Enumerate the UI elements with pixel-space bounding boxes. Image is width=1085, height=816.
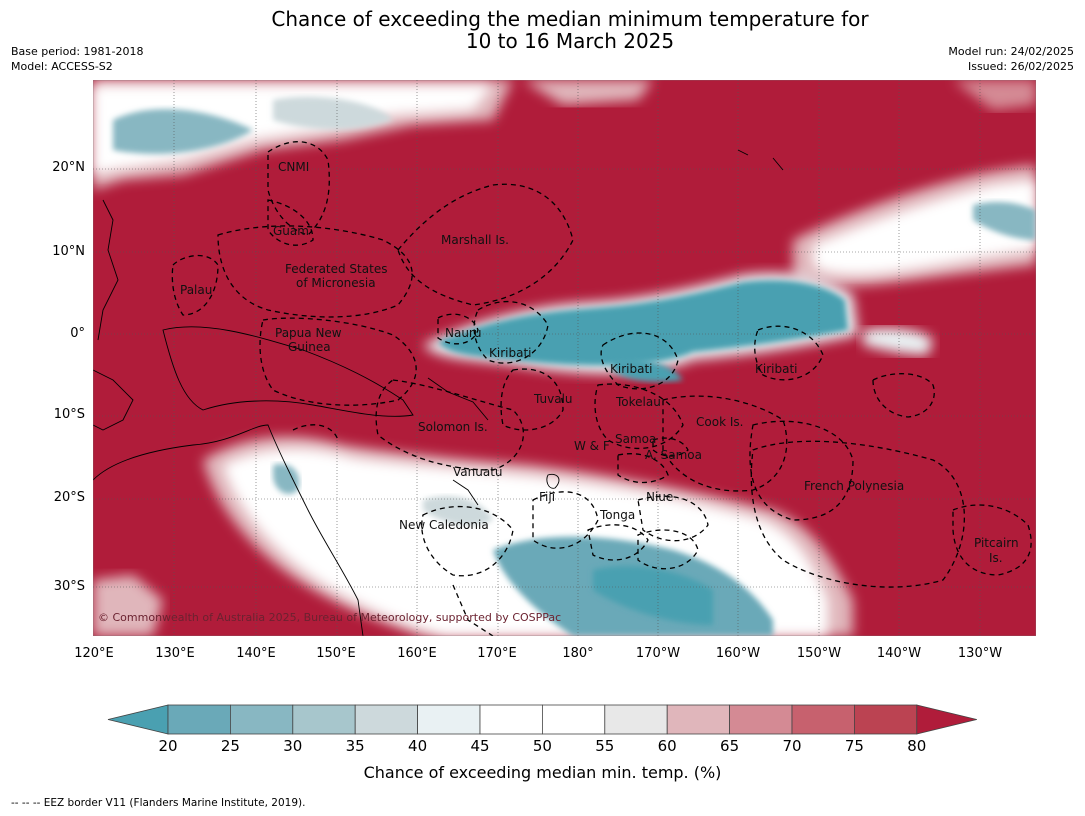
lat-label-10s: 10°S [53, 407, 85, 422]
lon-label-160w: 160°W [715, 646, 761, 661]
colorbar-tick-label: 35 [345, 737, 365, 755]
colorbar-cell [292, 704, 356, 735]
eez-footnote: -- -- -- EEZ border V11 (Flanders Marine… [11, 797, 306, 809]
colorbar-tick-label: 60 [657, 737, 677, 755]
colorbar-cell [729, 704, 793, 735]
colorbar-cell [230, 704, 294, 735]
colorbar-tick-label: 50 [532, 737, 552, 755]
lat-label-10n: 10°N [52, 244, 85, 259]
southern-cool-region [93, 436, 853, 636]
label-marshall-is: Marshall Is. [441, 233, 509, 247]
label-kiribati-east: Kiribati [755, 362, 797, 376]
graticule [93, 80, 1036, 636]
colorbar-cell [666, 704, 731, 735]
eez-borders [171, 141, 1032, 636]
label-fiji: Fiji [539, 490, 555, 504]
probability-map: CNMI Guam Marshall Is. Palau Federated S… [93, 80, 1036, 636]
colorbar-tick-label: 25 [220, 737, 240, 755]
lat-label-20n: 20°N [52, 160, 85, 175]
colorbar-cell [417, 704, 481, 735]
lon-label-150e: 150°E [316, 646, 356, 661]
colorbar-cells [107, 704, 977, 735]
label-american-samoa: A. Samoa [645, 448, 702, 462]
colorbar-tick-label: 20 [158, 737, 178, 755]
colorbar [107, 704, 977, 735]
copyright-notice: © Commonwealth of Australia 2025, Bureau… [98, 611, 561, 624]
label-nauru: Nauru [445, 326, 481, 340]
label-vanuatu: Vanuatu [453, 465, 503, 479]
label-wallis-futuna: W & F [574, 439, 610, 453]
label-french-polynesia: French Polynesia [804, 479, 904, 493]
lat-label-30s: 30°S [53, 579, 85, 594]
model-run: Model run: 24/02/2025 [948, 45, 1074, 58]
label-tokelau: Tokelau [615, 395, 661, 409]
label-png-line2: Guinea [288, 340, 331, 354]
meta-right: Model run: 24/02/2025 Issued: 26/02/2025 [948, 44, 1074, 74]
lon-label-170w: 170°W [635, 646, 681, 661]
colorbar-tick-label: 45 [470, 737, 490, 755]
label-cnmi: CNMI [278, 160, 309, 174]
colorbar-tick-label: 80 [907, 737, 927, 755]
label-pitcairn-line2: Is. [989, 551, 1003, 565]
chart-title: Chance of exceeding the median minimum t… [0, 8, 1085, 52]
label-kiribati-west: Kiribati [489, 346, 531, 360]
colorbar-cell [791, 704, 855, 735]
colorbar-cell [854, 704, 918, 735]
label-tonga: Tonga [599, 508, 635, 522]
label-fsm-line1: Federated States [285, 262, 387, 276]
colorbar-tick-label: 30 [283, 737, 303, 755]
base-period: Base period: 1981-2018 [11, 45, 144, 58]
lon-label-140e: 140°E [236, 646, 276, 661]
lon-label-120e: 120°E [74, 646, 114, 661]
colorbar-tick-label: 55 [595, 737, 615, 755]
colorbar-title: Chance of exceeding median min. temp. (%… [363, 763, 722, 782]
colorbar-cell [604, 704, 668, 735]
label-pitcairn-line1: Pitcairn [974, 536, 1019, 550]
label-samoa: Samoa [615, 432, 656, 446]
label-tuvalu: Tuvalu [533, 392, 573, 406]
label-palau: Palau [180, 283, 212, 297]
label-solomon-is: Solomon Is. [418, 420, 488, 434]
colorbar-tick-label: 70 [782, 737, 802, 755]
coastlines [93, 149, 784, 636]
label-png-line1: Papua New [275, 326, 342, 340]
label-cook-is: Cook Is. [696, 415, 743, 429]
colorbar-cell [354, 704, 418, 735]
lon-label-130e: 130°E [155, 646, 195, 661]
lon-label-130w: 130°W [957, 646, 1003, 661]
nw-cool-region [93, 80, 1036, 190]
colorbar-cell [167, 704, 231, 735]
lon-label-140w: 140°W [876, 646, 922, 661]
colorbar-tick-label: 65 [720, 737, 740, 755]
lon-label-150w: 150°W [796, 646, 842, 661]
title-line-2: 10 to 16 March 2025 [465, 29, 675, 53]
lon-label-170e: 170°E [477, 646, 517, 661]
title-line-1: Chance of exceeding the median minimum t… [271, 7, 869, 31]
meta-left: Base period: 1981-2018 Model: ACCESS-S2 [11, 44, 143, 74]
label-kiribati-central: Kiribati [610, 362, 652, 376]
lon-label-160e: 160°E [397, 646, 437, 661]
colorbar-cell [541, 704, 606, 735]
colorbar-tick-label: 75 [844, 737, 864, 755]
colorbar-extend-high [916, 704, 977, 735]
lat-label-20s: 20°S [53, 490, 85, 505]
label-new-caledonia: New Caledonia [399, 518, 489, 532]
lon-label-180: 180° [562, 646, 594, 661]
label-niue: Niue [646, 490, 673, 504]
colorbar-cell [479, 704, 543, 735]
label-fsm-line2: of Micronesia [296, 276, 376, 290]
label-guam: Guam [273, 224, 309, 238]
colorbar-extend-low [107, 704, 169, 735]
model-name: Model: ACCESS-S2 [11, 60, 113, 73]
lat-label-0: 0° [70, 326, 85, 341]
issued-date: Issued: 26/02/2025 [967, 60, 1074, 73]
colorbar-tick-label: 40 [408, 737, 428, 755]
